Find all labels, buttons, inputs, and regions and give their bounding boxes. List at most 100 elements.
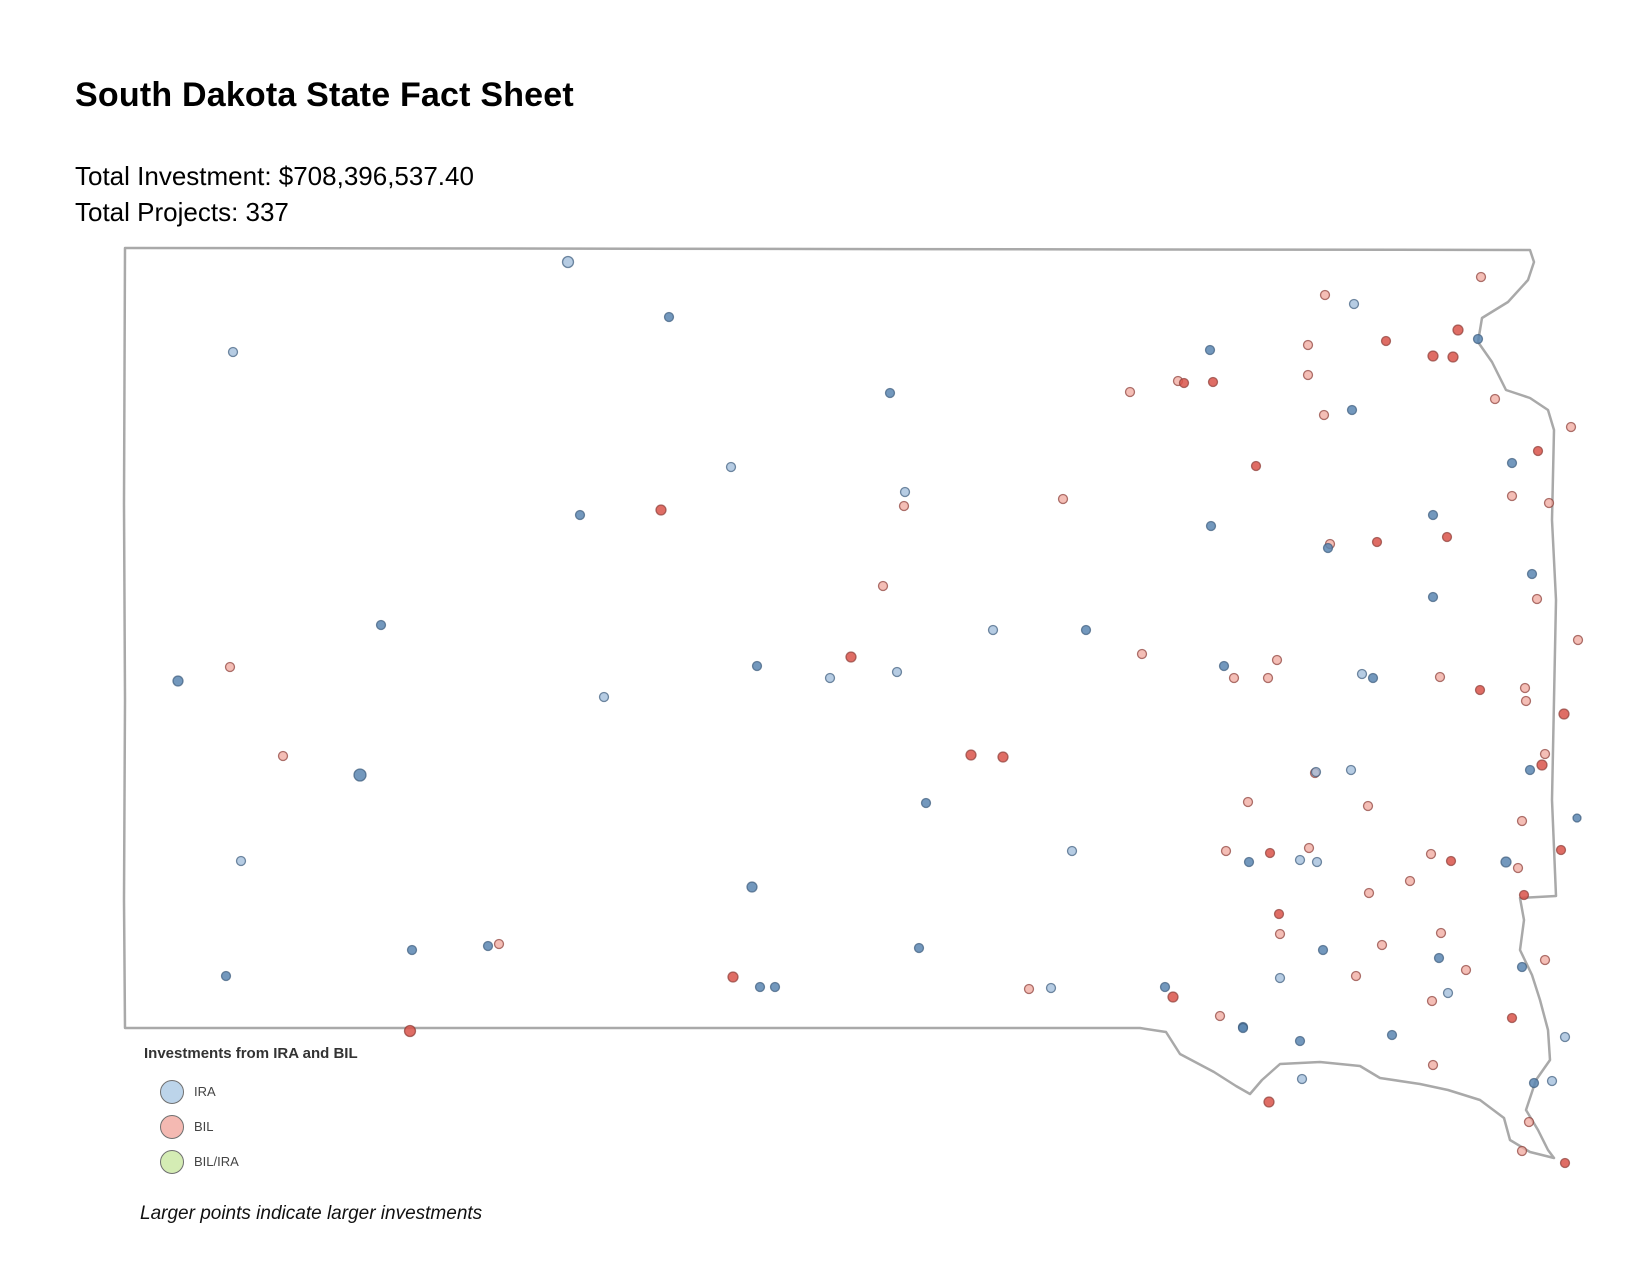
bil-point [224,661,236,673]
ira-swatch [160,1079,184,1104]
state-outline [122,246,1558,1160]
bil-swatch [160,1114,184,1139]
bil-point [1371,536,1383,548]
ira-point [1080,624,1092,636]
ira-point [891,666,903,678]
bil-point [997,751,1009,763]
ira-point [1356,668,1368,680]
ira-point [235,855,247,867]
ira-point [1311,856,1323,868]
size-note: Larger points indicate larger investment… [140,1203,483,1224]
ira-point [920,797,932,809]
bil-point [403,1024,417,1038]
bil-point [965,749,977,761]
bil-point [845,651,857,663]
bil-point [1363,887,1375,899]
bil-point [1516,815,1528,827]
legend-label-bil-ira: BIL/IRA [194,1154,239,1169]
bil-point [1214,1010,1226,1022]
bil-point [1512,862,1524,874]
ira-point [353,768,367,782]
bil-point [1228,672,1240,684]
ira-point [1294,854,1306,866]
ira-point [913,942,925,954]
ira-point [1296,1073,1308,1085]
ira-point [172,675,184,687]
bil-point [493,938,505,950]
bil-point [1274,928,1286,940]
bil-point [1362,800,1374,812]
ira-point [754,981,766,993]
bil-point [1264,847,1276,859]
bil-point [1474,684,1486,696]
bil-point [1441,531,1453,543]
total-investment: Total Investment: $708,396,537.40 [75,161,474,191]
ira-point [227,346,239,358]
ira-point [1345,764,1357,776]
ira-point [824,672,836,684]
bil-point [1460,964,1472,976]
bil-point [1543,497,1555,509]
ira-point [220,970,232,982]
ira-point [1205,520,1217,532]
ira-point [1294,1035,1306,1047]
ira-point [725,461,737,473]
ira-point [1472,333,1484,345]
bil-point [1572,634,1584,646]
bil-point [655,504,667,516]
bil-point [1178,377,1190,389]
ira-point [1516,961,1528,973]
bil-point [277,750,289,762]
bil-point [1302,369,1314,381]
ira-point [1317,944,1329,956]
bil-point [1489,393,1501,405]
bil-point [1536,759,1548,771]
bil-point [1516,1145,1528,1157]
bil-ira-swatch [160,1149,184,1174]
ira-point [1427,591,1439,603]
bil-point [1523,1116,1535,1128]
legend-item-bil-ira: BIL/IRA [144,1144,358,1179]
bil-point [1207,376,1219,388]
bil-point [1263,1096,1275,1108]
bil-point [1519,682,1531,694]
ira-point [598,691,610,703]
bil-point [1539,954,1551,966]
bil-point [1319,289,1331,301]
ira-point [1322,542,1334,554]
bil-point [727,971,739,983]
ira-point [482,940,494,952]
ira-point [1243,856,1255,868]
ira-point [406,944,418,956]
bil-point [1167,991,1179,1003]
bil-point [1452,324,1464,336]
bil-point [1539,748,1551,760]
ira-point [1524,764,1536,776]
bil-point [1262,672,1274,684]
bil-point [877,580,889,592]
total-projects: Total Projects: 337 [75,197,289,227]
investment-points [172,255,1584,1169]
bil-point [1303,842,1315,854]
bil-point [1318,409,1330,421]
page-title: South Dakota State Fact Sheet [75,76,574,114]
ira-point [1066,845,1078,857]
bil-point [1558,708,1570,720]
ira-point [574,509,586,521]
bil-point [1555,844,1567,856]
bil-point [898,500,910,512]
ira-point [1045,982,1057,994]
bil-point [1404,875,1416,887]
ira-point [769,981,781,993]
ira-point [746,881,758,893]
bil-point [1273,908,1285,920]
ira-point [1546,1075,1558,1087]
bil-point [1376,939,1388,951]
bil-point [1559,1157,1571,1169]
bil-point [1380,335,1392,347]
bil-point [1447,351,1459,363]
bil-point [1565,421,1577,433]
ira-point [1559,1031,1571,1043]
bil-point [1302,339,1314,351]
